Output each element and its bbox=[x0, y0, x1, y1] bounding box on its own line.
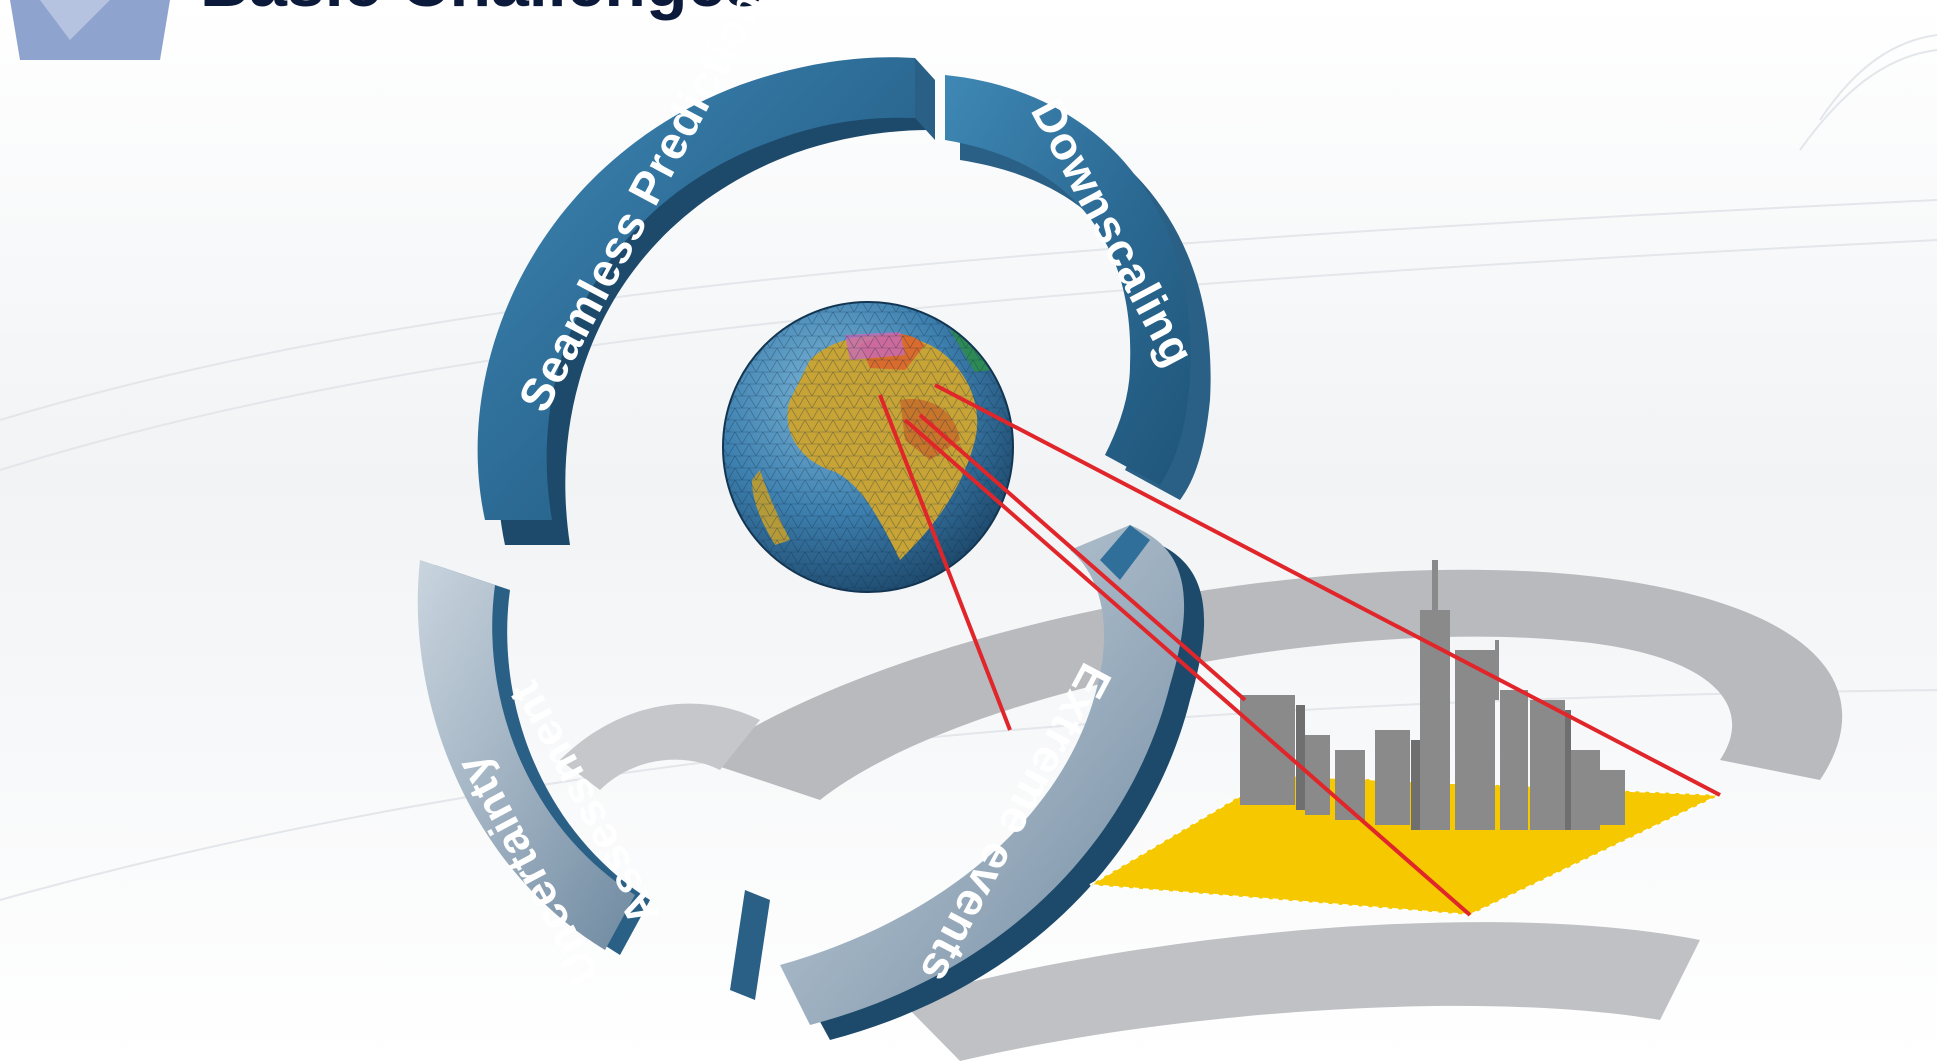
segment-extreme-events bbox=[780, 525, 1205, 1040]
challenge-cycle bbox=[417, 57, 1211, 1040]
segment-uncertainty-assessment bbox=[417, 560, 770, 1000]
slide-title: Basic Challenges bbox=[200, 0, 763, 21]
segment-seamless-prediction bbox=[477, 57, 935, 545]
title-accent-shape bbox=[10, 0, 170, 60]
globe-mesh-icon bbox=[722, 301, 1014, 593]
segment-downscaling bbox=[945, 75, 1211, 500]
grey-swoosh-shapes bbox=[560, 569, 1843, 1061]
zoom-lines bbox=[878, 383, 1721, 917]
title-bar: Basic Challenges bbox=[10, 0, 763, 60]
